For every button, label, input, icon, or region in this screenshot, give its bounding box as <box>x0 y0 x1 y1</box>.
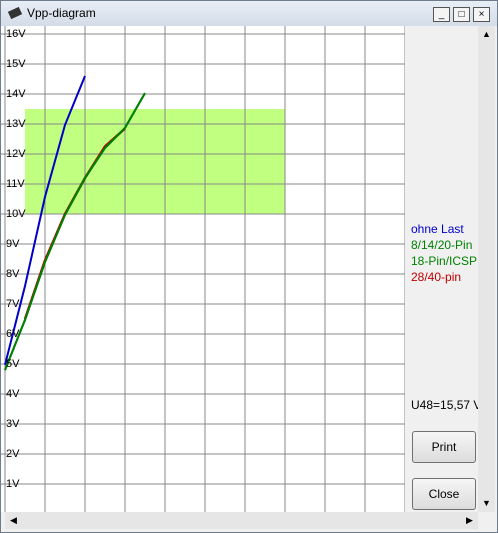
vertical-scrollbar[interactable]: ▲ ▼ <box>478 26 495 512</box>
y-tick-label: 5V <box>6 358 20 370</box>
horizontal-scrollbar[interactable]: ◀ ▶ <box>5 512 478 529</box>
y-tick-label: 13V <box>6 118 26 130</box>
y-tick-label: 2V <box>6 448 20 460</box>
target-band <box>25 109 285 214</box>
window-title: Vpp-diagram <box>27 6 96 20</box>
y-tick-label: 8V <box>6 268 20 280</box>
legend-entry: 8/14/20-Pin <box>411 238 473 252</box>
status-text: U48=15,57 V <box>411 398 482 412</box>
y-tick-label: 15V <box>6 58 26 70</box>
legend-entry: 18-Pin/ICSP <box>411 254 478 268</box>
scroll-left[interactable]: ◀ <box>10 515 17 525</box>
y-tick-label: 16V <box>6 28 26 40</box>
y-tick-label: 4V <box>6 388 20 400</box>
scroll-up[interactable]: ▲ <box>482 29 491 39</box>
series-line <box>4 75 86 366</box>
y-tick-label: 6V <box>6 328 20 340</box>
vpp-plot: 1V 2V 3V 4V 5V 6V 7V 8V 9V 10V 11V 12V 13V 14V 15V 16V <box>1 26 405 512</box>
y-tick-label: 3V <box>6 418 20 430</box>
y-tick-label: 1V <box>6 478 20 490</box>
legend-entry: 28/40-pin <box>411 270 462 284</box>
y-tick-label: 11V <box>6 178 25 190</box>
minimize-button[interactable]: _ <box>433 7 450 22</box>
y-tick-label: 10V <box>6 208 26 220</box>
scroll-down[interactable]: ▼ <box>482 498 491 508</box>
maximize-button[interactable]: □ <box>453 7 470 22</box>
legend-entry: ohne Last <box>411 222 464 236</box>
y-tick-label: 7V <box>6 298 20 310</box>
plot-background <box>1 26 405 512</box>
close-button[interactable]: Close <box>412 478 476 510</box>
title-bar: Vpp-diagram _ □ × <box>1 1 497 26</box>
y-tick-label: 12V <box>6 148 26 160</box>
series-line <box>4 92 146 371</box>
close-window-button[interactable]: × <box>473 7 490 22</box>
y-tick-label: 14V <box>6 88 26 100</box>
scroll-right[interactable]: ▶ <box>466 515 473 525</box>
y-tick-label: 9V <box>6 238 20 250</box>
print-button[interactable]: Print <box>412 431 476 463</box>
app-icon <box>7 6 23 20</box>
